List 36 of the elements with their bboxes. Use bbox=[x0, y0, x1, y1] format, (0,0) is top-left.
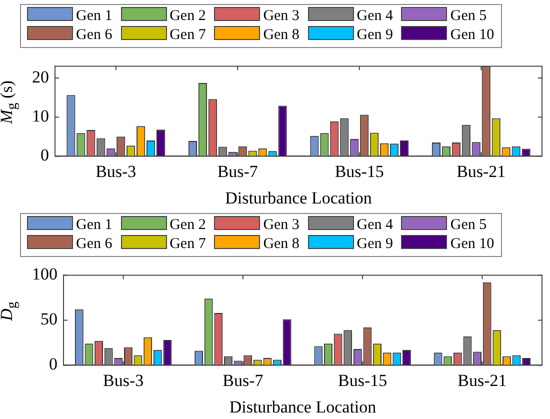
legend-label: Gen 4 bbox=[356, 7, 394, 26]
y-tick-label: 0 bbox=[40, 146, 49, 165]
legend-label: Gen 10 bbox=[449, 235, 495, 254]
legend-label: Gen 5 bbox=[449, 7, 488, 26]
x-tick-label: Bus-7 bbox=[217, 162, 258, 181]
y-tick-label: 0 bbox=[49, 354, 58, 374]
legend-label: Gen 3 bbox=[262, 7, 300, 26]
legend-label: Gen 6 bbox=[75, 26, 114, 45]
x-tick-label: Bus-21 bbox=[458, 370, 507, 390]
legend-label: Gen 2 bbox=[168, 216, 207, 235]
y-tick-label: 10 bbox=[32, 106, 49, 126]
y-tick-label: 20 bbox=[32, 67, 49, 86]
legend-label: Gen 9 bbox=[356, 26, 394, 45]
x-tick-label: Bus-7 bbox=[222, 370, 264, 390]
legend-label: Gen 7 bbox=[168, 235, 207, 254]
x-tick-label: Bus-15 bbox=[334, 162, 384, 181]
legend-label: Gen 10 bbox=[449, 26, 495, 45]
legend-label: Gen 5 bbox=[449, 216, 488, 235]
legend-label: Gen 8 bbox=[262, 26, 300, 45]
legend-label: Gen 1 bbox=[75, 7, 114, 26]
legend-label: Gen 8 bbox=[262, 235, 300, 254]
legend-label: Gen 3 bbox=[262, 216, 300, 235]
legend-label: Gen 4 bbox=[356, 216, 394, 235]
y-tick-label: 50 bbox=[40, 310, 58, 329]
legend-label: Gen 2 bbox=[168, 7, 207, 26]
legend-label: Gen 9 bbox=[356, 235, 394, 254]
x-tick-label: Bus-3 bbox=[96, 162, 136, 181]
legend-label: Gen 1 bbox=[75, 216, 114, 235]
x-tick-label: Bus-21 bbox=[456, 162, 506, 181]
x-axis-title: Disturbance Location bbox=[225, 188, 372, 208]
x-axis-title: Disturbance Location bbox=[229, 397, 377, 416]
legend-label: Gen 7 bbox=[168, 26, 207, 45]
x-tick-label: Bus-3 bbox=[103, 370, 144, 390]
x-tick-label: Bus-15 bbox=[338, 370, 388, 390]
legend-label: Gen 6 bbox=[75, 235, 114, 254]
y-tick-label: 100 bbox=[32, 264, 58, 284]
